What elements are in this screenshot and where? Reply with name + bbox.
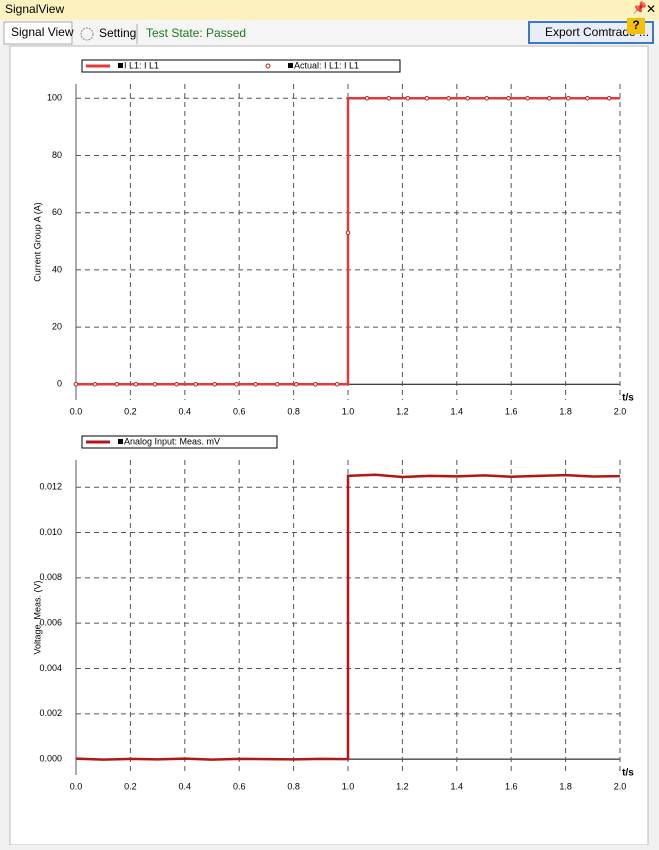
- x-tick-label: 1.2: [396, 781, 409, 791]
- y-tick-label: 0.008: [39, 572, 62, 582]
- marker: [133, 381, 139, 387]
- x-tick-label: 1.6: [505, 781, 518, 791]
- x-tick-label: 1.4: [451, 781, 464, 791]
- legend-label: I L1: I L1: [124, 60, 159, 70]
- x-tick-label: 1.8: [559, 406, 572, 416]
- y-tick-label: 60: [52, 207, 62, 217]
- x-tick-label: 0.4: [179, 781, 192, 791]
- help-label[interactable]: ?: [632, 18, 639, 32]
- x-axis-label: t/s: [622, 393, 634, 404]
- marker: [606, 95, 612, 101]
- marker: [253, 381, 258, 387]
- y-tick-label: 0.010: [39, 527, 62, 537]
- x-tick-label: 2.0: [614, 406, 627, 416]
- y-axis-label: Current Group A (A): [32, 202, 42, 282]
- x-tick-label: 0.0: [70, 781, 83, 791]
- x-tick-label: 0.2: [124, 781, 137, 791]
- y-tick-label: 100: [47, 93, 62, 103]
- y-tick-label: 0.006: [39, 618, 62, 628]
- y-tick-label: 0.012: [39, 482, 62, 492]
- tab-label[interactable]: Setting: [99, 26, 136, 40]
- marker: [386, 95, 392, 101]
- marker: [294, 381, 299, 387]
- marker: [424, 95, 430, 101]
- marker: [506, 95, 511, 101]
- legend-box: [81, 435, 278, 449]
- marker: [484, 95, 490, 101]
- x-axis-label: t/s: [622, 768, 634, 779]
- x-tick-label: 1.6: [505, 406, 518, 416]
- help-button[interactable]: [627, 18, 645, 34]
- marker: [446, 95, 451, 101]
- tab-signal-view[interactable]: [3, 21, 73, 45]
- marker: [405, 95, 411, 101]
- y-tick-label: 40: [52, 264, 62, 274]
- marker: [546, 95, 552, 101]
- legend-swatch: [265, 63, 271, 69]
- title-bar: [0, 0, 659, 20]
- x-tick-label: 0.0: [70, 406, 83, 416]
- y-tick-label: 0.000: [39, 754, 62, 764]
- marker: [566, 95, 571, 101]
- gear-icon: [80, 27, 94, 41]
- marker: [234, 381, 239, 387]
- x-tick-label: 1.2: [396, 406, 409, 416]
- x-tick-label: 1.4: [451, 406, 464, 416]
- x-tick-label: 1.0: [342, 781, 355, 791]
- legend-label: Actual: I L1: I L1: [294, 60, 359, 70]
- x-tick-label: 2.0: [614, 781, 627, 791]
- legend-label: Analog Input: Meas. mV: [124, 436, 220, 446]
- x-tick-label: 0.2: [124, 406, 137, 416]
- marker: [274, 381, 280, 387]
- marker: [364, 95, 370, 101]
- marker: [525, 95, 530, 101]
- marker: [585, 95, 590, 101]
- y-tick-label: 0.002: [39, 708, 62, 718]
- y-tick-label: 80: [52, 150, 62, 160]
- legend-square: [288, 63, 293, 68]
- pin-icon[interactable]: 📌: [632, 0, 647, 15]
- marker: [313, 381, 318, 387]
- tab-label[interactable]: Signal View: [11, 25, 74, 39]
- export-label[interactable]: Export Comtrade ...: [545, 25, 649, 39]
- marker: [114, 381, 120, 387]
- y-tick-label: 0.004: [39, 663, 62, 673]
- x-tick-label: 0.8: [287, 781, 300, 791]
- legend-square: [118, 439, 123, 444]
- marker: [345, 230, 351, 236]
- marker: [465, 95, 470, 101]
- marker: [174, 381, 179, 387]
- close-icon[interactable]: ✕: [646, 2, 656, 16]
- marker: [212, 381, 218, 387]
- marker: [73, 381, 79, 387]
- series-line: [75, 473, 621, 761]
- test-state: Test State: Passed: [146, 26, 246, 40]
- marker: [152, 381, 158, 387]
- series-line: [76, 97, 620, 386]
- x-tick-label: 0.4: [179, 406, 192, 416]
- window-title: SignalView: [5, 2, 64, 16]
- legend-square: [118, 63, 123, 68]
- x-tick-label: 1.8: [559, 781, 572, 791]
- x-tick-label: 1.0: [342, 406, 355, 416]
- marker: [193, 381, 198, 387]
- marker: [334, 381, 340, 387]
- x-tick-label: 0.6: [233, 781, 246, 791]
- x-tick-label: 0.6: [233, 406, 246, 416]
- y-tick-label: 20: [52, 321, 62, 331]
- legend-box: [81, 59, 401, 73]
- export-button[interactable]: [528, 21, 654, 44]
- y-axis-label: Voltage. Meas. (V): [32, 580, 42, 654]
- y-tick-label: 0: [57, 379, 62, 389]
- x-tick-label: 0.8: [287, 406, 300, 416]
- marker: [92, 381, 98, 387]
